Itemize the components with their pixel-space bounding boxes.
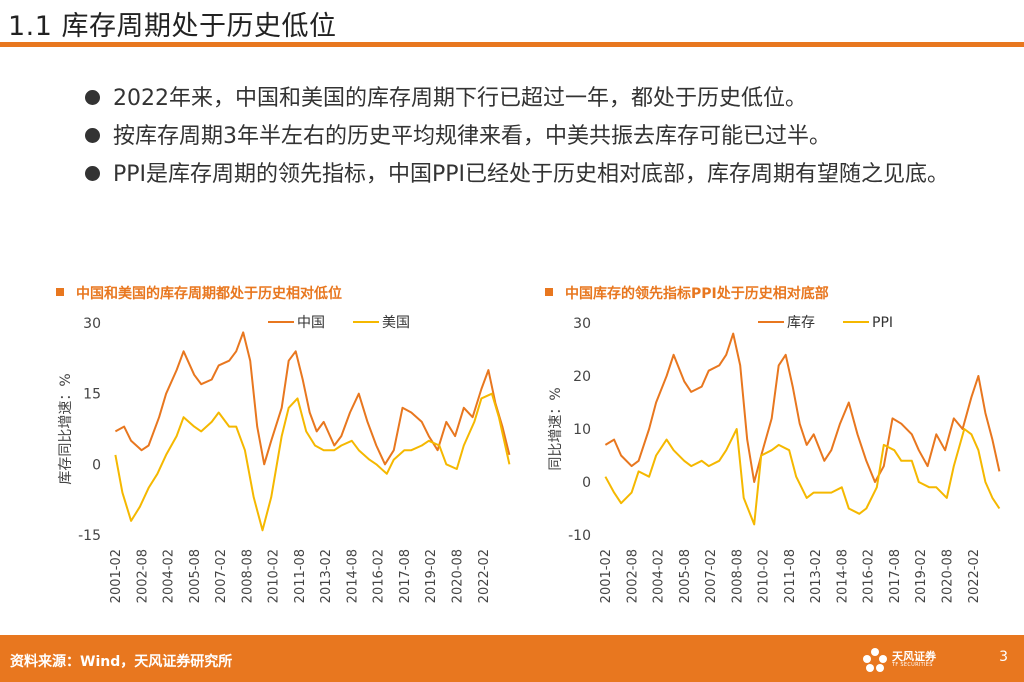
chart-china-inventory-ppi: -10 0 10 20 30 同比增速：% 2001-02 2002-08 2004-02 200… bbox=[548, 315, 1001, 603]
bullet-dot-icon bbox=[85, 128, 100, 143]
x-tick-label: 2014-08 bbox=[345, 549, 360, 603]
bullet-text: PPI是库存周期的领先指标，中国PPI已经处于历史相对底部，库存周期有望随之见底… bbox=[113, 162, 950, 187]
x-tick-label: 2020-08 bbox=[450, 549, 465, 603]
x-tick-label: 2022-02 bbox=[477, 549, 492, 603]
x-tick-label: 2010-02 bbox=[757, 549, 772, 603]
x-tick-label: 2011-08 bbox=[783, 549, 798, 603]
series-line-中国 bbox=[114, 331, 511, 466]
square-bullet-icon bbox=[56, 288, 64, 296]
logo-subtitle: TF SECURITIES bbox=[892, 662, 933, 668]
chart-title-text: 中国库存的领先指标PPI处于历史相对底部 bbox=[565, 286, 829, 302]
x-tick-label: 2007-02 bbox=[704, 549, 719, 603]
x-tick-label: 2017-08 bbox=[398, 549, 413, 603]
bullet-item: 按库存周期3年半左右的历史平均规律来看，中美共振去库存可能已过半。 bbox=[80, 118, 1000, 155]
x-tick-label: 2022-02 bbox=[967, 549, 982, 603]
bullet-dot-icon bbox=[85, 166, 100, 181]
x-tick-label: 2017-08 bbox=[888, 549, 903, 603]
x-tick-label: 2013-02 bbox=[319, 549, 334, 603]
page-number: 3 bbox=[999, 649, 1008, 665]
chart-title-right: 中国库存的领先指标PPI处于历史相对底部 bbox=[545, 283, 829, 303]
brand-logo: 天风证券 TF SECURITIES bbox=[862, 645, 972, 675]
y-axis-label: 库存同比增速：% bbox=[58, 373, 74, 484]
x-tick-label: 2008-08 bbox=[730, 549, 745, 603]
footer-bar: 资料来源：Wind，天风证券研究所 天风证券 TF SECURITIES 3 bbox=[0, 635, 1024, 682]
chart-china-us-inventory: -15 0 15 30 库存同比增速：% 2001-02 2002-08 2004-02 200… bbox=[58, 315, 511, 603]
logo-flower-icon bbox=[863, 648, 887, 672]
y-tick-label: 20 bbox=[573, 369, 591, 385]
x-tick-label: 2011-08 bbox=[293, 549, 308, 603]
bullet-text: 2022年来，中国和美国的库存周期下行已超过一年，都处于历史低位。 bbox=[113, 86, 807, 111]
x-tick-label: 2019-02 bbox=[914, 549, 929, 603]
bullet-dot-icon bbox=[85, 90, 100, 105]
x-tick-label: 2019-02 bbox=[424, 549, 439, 603]
x-tick-label: 2013-02 bbox=[809, 549, 824, 603]
x-tick-label: 2014-08 bbox=[835, 549, 850, 603]
series-line-美国 bbox=[114, 392, 511, 532]
x-tick-label: 2016-02 bbox=[372, 549, 387, 603]
legend-label: 美国 bbox=[382, 315, 410, 331]
legend-label: 中国 bbox=[297, 315, 325, 331]
series-line-PPI bbox=[604, 428, 1001, 526]
y-tick-label: 0 bbox=[92, 457, 101, 473]
square-bullet-icon bbox=[545, 288, 553, 296]
x-tick-label: 2016-02 bbox=[862, 549, 877, 603]
bullet-list: 2022年来，中国和美国的库存周期下行已超过一年，都处于历史低位。 按库存周期3… bbox=[80, 80, 1000, 194]
x-tick-label: 2007-02 bbox=[214, 549, 229, 603]
y-tick-label: -15 bbox=[78, 528, 101, 544]
y-tick-label: 0 bbox=[582, 475, 591, 491]
y-tick-label: -10 bbox=[568, 528, 591, 544]
y-tick-label: 15 bbox=[83, 387, 101, 403]
y-tick-label: 30 bbox=[83, 316, 101, 332]
x-tick-label: 2008-08 bbox=[240, 549, 255, 603]
bullet-item: 2022年来，中国和美国的库存周期下行已超过一年，都处于历史低位。 bbox=[80, 80, 1000, 117]
bullet-item: PPI是库存周期的领先指标，中国PPI已经处于历史相对底部，库存周期有望随之见底… bbox=[80, 156, 1000, 193]
chart-title-left: 中国和美国的库存周期都处于历史相对低位 bbox=[56, 283, 342, 303]
y-tick-label: 30 bbox=[573, 316, 591, 332]
x-tick-label: 2010-02 bbox=[267, 549, 282, 603]
chart-title-text: 中国和美国的库存周期都处于历史相对低位 bbox=[76, 286, 342, 302]
x-tick-label: 2005-08 bbox=[188, 549, 203, 603]
x-tick-label: 2004-02 bbox=[162, 549, 177, 603]
page-title: 1.1 库存周期处于历史低位 bbox=[8, 11, 337, 42]
logo-name: 天风证券 bbox=[892, 650, 936, 663]
x-tick-label: 2020-08 bbox=[940, 549, 955, 603]
x-tick-label: 2001-02 bbox=[109, 549, 124, 603]
x-tick-label: 2002-08 bbox=[135, 549, 150, 603]
y-tick-label: 10 bbox=[573, 422, 591, 438]
bullet-text: 按库存周期3年半左右的历史平均规律来看，中美共振去库存可能已过半。 bbox=[113, 124, 831, 149]
x-tick-label: 2001-02 bbox=[599, 549, 614, 603]
x-tick-label: 2005-08 bbox=[678, 549, 693, 603]
title-divider bbox=[0, 42, 1024, 47]
legend-label: PPI bbox=[872, 315, 893, 331]
source-note: 资料来源：Wind，天风证券研究所 bbox=[10, 654, 233, 670]
x-tick-label: 2002-08 bbox=[625, 549, 640, 603]
x-tick-label: 2004-02 bbox=[652, 549, 667, 603]
y-axis-label: 同比增速：% bbox=[548, 387, 564, 470]
legend-label: 库存 bbox=[787, 315, 815, 331]
series-line-库存 bbox=[604, 332, 1001, 483]
